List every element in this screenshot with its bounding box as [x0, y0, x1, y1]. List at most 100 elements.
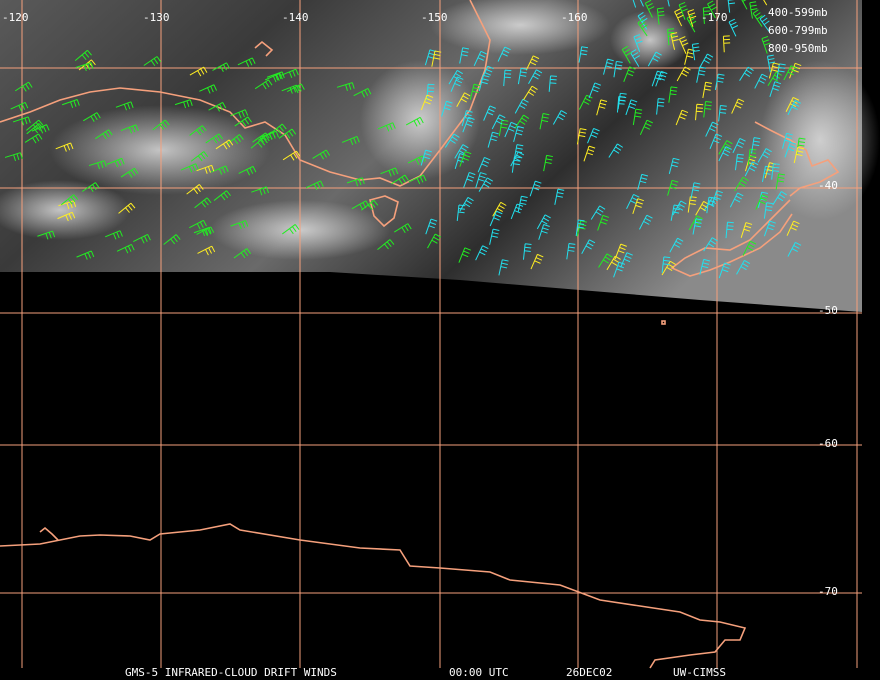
graticule-labels: -120 -130 -140 -150 -160 -170 -40 -50 -6… [2, 11, 838, 598]
wind-barb [454, 144, 469, 159]
wind-barb [513, 125, 525, 142]
wind-barb [732, 137, 746, 154]
wind-barb [539, 113, 550, 130]
wind-barb [497, 46, 511, 62]
longitude-label: -170 [701, 11, 728, 24]
latitude-label: -70 [818, 585, 838, 598]
wind-barb [58, 200, 77, 210]
longitude-label: -140 [282, 11, 309, 24]
wind-barb [483, 105, 496, 121]
wind-barb [752, 9, 763, 27]
footer-source: UW-CIMSS [673, 666, 726, 679]
wind-barb [728, 18, 739, 37]
wind-barb [450, 76, 464, 92]
wind-barb [498, 259, 509, 276]
wind-barb [133, 234, 151, 244]
cloud-bright-areas [0, 0, 880, 260]
legend-unit: mb [814, 42, 827, 55]
wind-barb [783, 65, 797, 81]
wind-barb [751, 137, 761, 154]
wind-barb [759, 14, 770, 33]
wind-barb [459, 197, 474, 212]
wind-barb [95, 129, 113, 140]
wind-barb [621, 45, 632, 64]
wind-barb [633, 34, 643, 52]
wind-barb [351, 200, 370, 211]
wind-barb [190, 151, 209, 162]
wind-barb [702, 81, 712, 99]
wind-barb [26, 123, 44, 135]
wind-barb [281, 84, 300, 94]
legend-range: 800-950 [768, 42, 814, 55]
wind-barb [690, 182, 701, 199]
wind-barb [637, 173, 649, 190]
wind-barb [196, 226, 215, 237]
wind-barb [213, 190, 231, 201]
wind-barb [106, 157, 125, 168]
wind-barb [668, 157, 680, 174]
wind-barb [566, 242, 576, 260]
wind-barb [740, 222, 753, 238]
legend-entry: 600-799mb [768, 24, 828, 37]
wind-barb [143, 56, 162, 67]
wind-barb [503, 69, 512, 87]
wind-barb [180, 163, 199, 173]
wind-barb [118, 202, 136, 214]
wind-barb [656, 98, 665, 115]
wind-barb [83, 112, 101, 122]
wind-barb [462, 116, 475, 133]
wind-barb [679, 36, 689, 54]
wind-barb [463, 171, 476, 188]
wind-barb [613, 60, 623, 78]
wind-barb [458, 247, 471, 263]
wind-barb [194, 197, 212, 209]
wind-barb [669, 237, 684, 253]
wind-barb [163, 234, 181, 245]
wind-barb [768, 62, 780, 79]
wind-barb [687, 196, 697, 213]
wind-barb [763, 202, 773, 219]
wind-barb [613, 261, 626, 278]
wind-barb [754, 73, 768, 89]
wind-barb [587, 127, 600, 144]
wind-barb [517, 195, 528, 213]
longitude-label: -130 [143, 11, 170, 24]
wind-barb [772, 191, 788, 206]
wind-barb [196, 164, 215, 174]
wind-barb [749, 1, 758, 19]
wind-barb [656, 7, 665, 25]
wind-barb [684, 48, 695, 65]
wind-barb [529, 180, 542, 197]
wind-barb [711, 190, 723, 207]
wind-barb [771, 163, 780, 180]
wind-barb [530, 253, 544, 270]
wind-barb [380, 167, 399, 177]
wind-barb [606, 255, 621, 271]
wind-barb [407, 155, 426, 165]
wind-barb [215, 139, 234, 150]
wind-barb [632, 108, 643, 126]
wind-barb [60, 194, 79, 206]
wind-barb [725, 221, 734, 239]
wind-barb [578, 46, 589, 63]
wind-barb [233, 248, 252, 259]
wind-barb [734, 153, 744, 171]
wind-barb [727, 0, 736, 13]
wind-barb [691, 42, 700, 61]
wind-barb [786, 220, 800, 236]
wind-barb [230, 220, 249, 230]
wind-barb [305, 180, 324, 190]
wind-barb [252, 132, 270, 143]
longitude-label: -160 [561, 11, 588, 24]
wind-barb [626, 193, 640, 210]
latitude-label: -60 [818, 437, 838, 450]
wind-barb [703, 237, 718, 252]
wind-barb [312, 149, 331, 160]
wind-barb [667, 179, 679, 196]
wind-barb [525, 55, 540, 71]
wind-barb [226, 134, 244, 145]
wind-barb [189, 66, 208, 77]
wind-barb [394, 223, 412, 234]
longitude-label: -120 [2, 11, 29, 24]
